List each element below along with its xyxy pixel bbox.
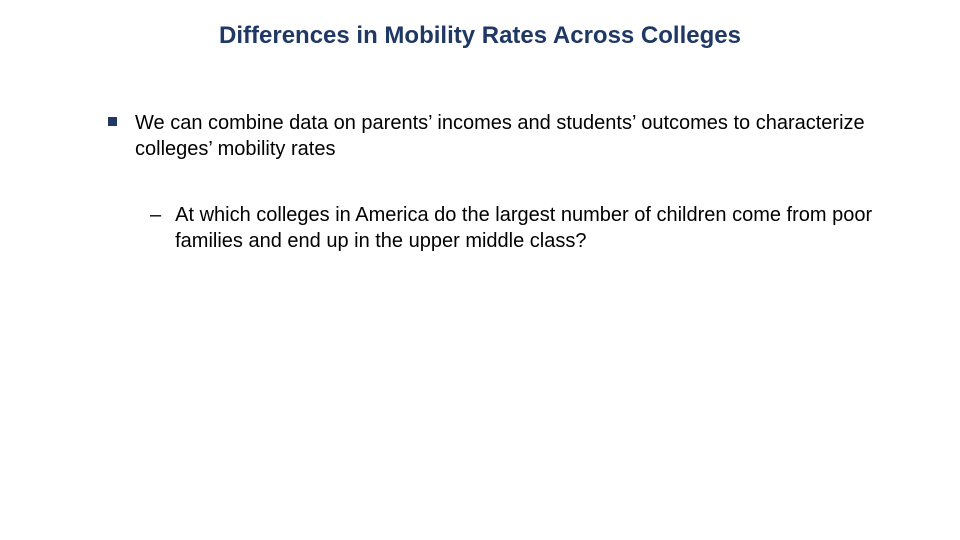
slide: Differences in Mobility Rates Across Col…	[0, 0, 960, 540]
bullet-level-2: – At which colleges in America do the la…	[150, 202, 878, 254]
slide-body: We can combine data on parents’ incomes …	[108, 110, 878, 254]
dash-bullet-icon: –	[150, 202, 161, 228]
slide-title: Differences in Mobility Rates Across Col…	[0, 22, 960, 50]
bullet-text: We can combine data on parents’ incomes …	[135, 110, 878, 162]
square-bullet-icon	[108, 117, 117, 126]
bullet-level-1: We can combine data on parents’ incomes …	[108, 110, 878, 162]
bullet-text: At which colleges in America do the larg…	[175, 202, 878, 254]
